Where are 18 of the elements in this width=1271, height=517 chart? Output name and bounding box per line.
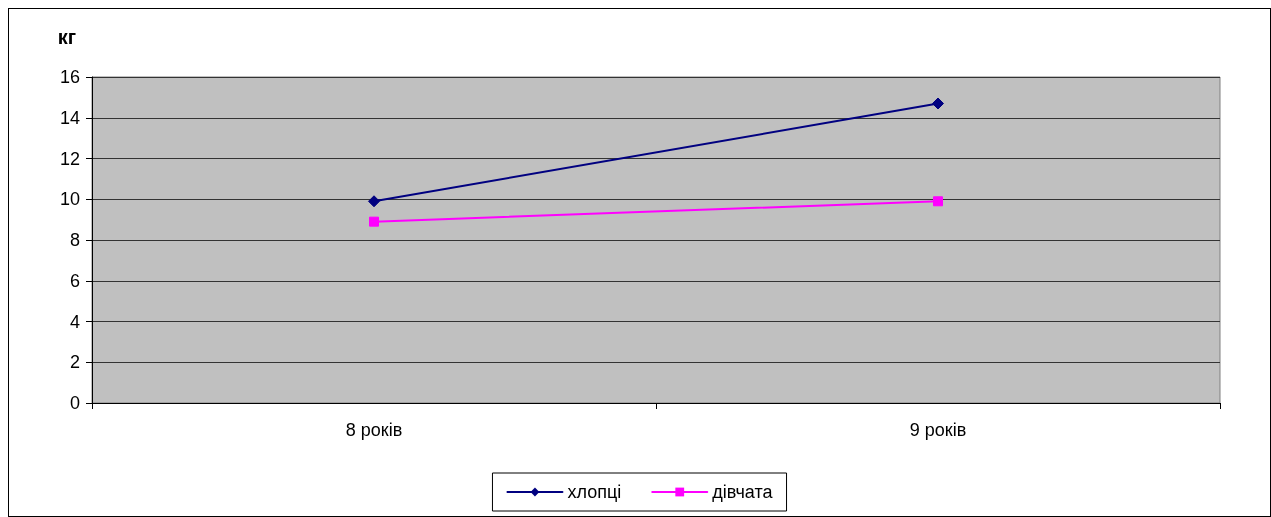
y-tick-label: 12 [59, 148, 80, 169]
y-tick-label: 4 [69, 311, 80, 332]
y-tick-label: 16 [59, 67, 80, 87]
y-tick-label: 6 [69, 270, 80, 291]
point [369, 216, 379, 227]
legend-label: хлопці [567, 482, 622, 502]
point [932, 97, 944, 110]
y-axis-title: кг [57, 26, 76, 48]
x-tick-label: 8 років [345, 420, 403, 440]
y-tick-label: 0 [69, 393, 80, 413]
y-tick-label: 2 [69, 352, 80, 373]
x-tick-label: 9 років [909, 420, 967, 440]
legend-label: дівчата [712, 482, 774, 502]
y-tick-label: 10 [59, 189, 80, 210]
y-tick-label: 8 [69, 230, 80, 250]
point [368, 195, 380, 208]
y-tick-label: 14 [59, 107, 80, 128]
point [933, 196, 943, 207]
